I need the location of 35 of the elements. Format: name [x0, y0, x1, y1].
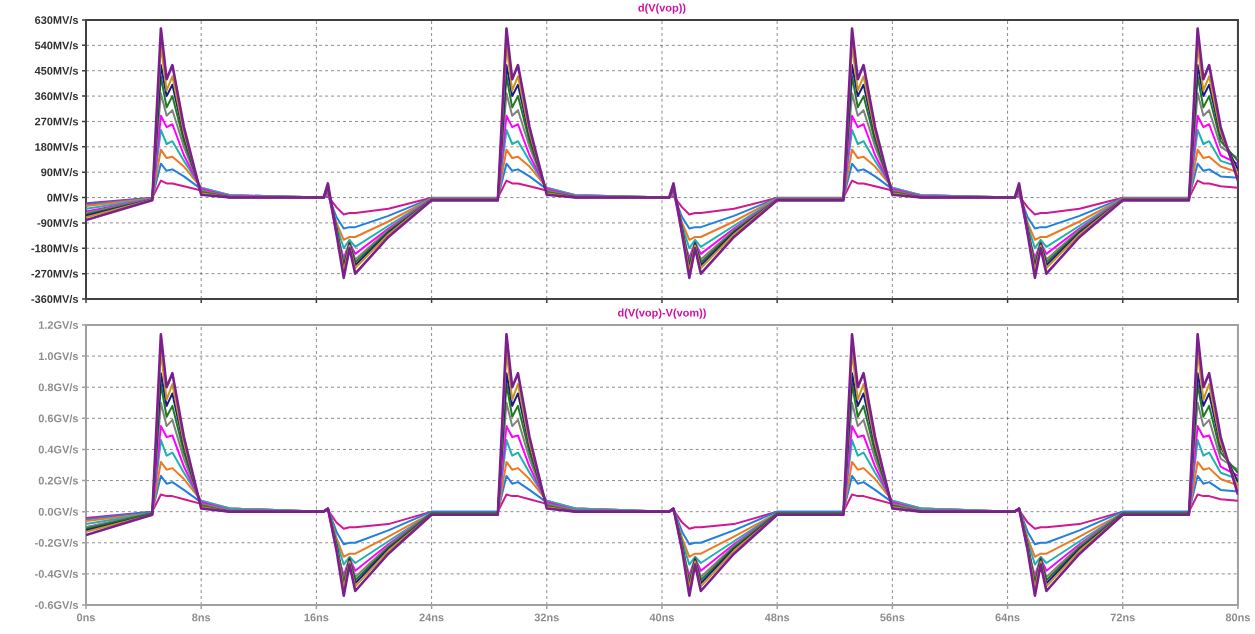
y-tick-label: -270MV/s	[31, 269, 79, 278]
y-tick-label: 180MV/s	[35, 142, 79, 151]
y-tick-label: 0MV/s	[47, 193, 79, 202]
x-tick-label: 0ns	[77, 613, 95, 622]
y-tick-label: -90MV/s	[37, 218, 79, 227]
chart-title: d(V(vop))	[638, 3, 686, 14]
y-tick-label: 450MV/s	[34, 66, 79, 75]
x-tick-label: 16ns	[304, 613, 329, 622]
y-tick-label: 0.2GV/s	[38, 476, 79, 485]
x-tick-label: 56ns	[880, 613, 905, 622]
y-tick-label: -180MV/s	[31, 244, 79, 253]
x-tick-label: 64ns	[995, 613, 1020, 622]
y-tick-label: 270MV/s	[34, 117, 79, 126]
y-tick-label: 0.4GV/s	[38, 445, 79, 454]
y-tick-label: 630MV/s	[35, 15, 79, 25]
y-tick-label: -0.2GV/s	[35, 538, 79, 547]
x-tick-label: 24ns	[419, 613, 444, 622]
x-tick-label: 72ns	[1110, 613, 1135, 622]
x-tick-label: 32ns	[534, 613, 559, 622]
y-tick-label: 1.0GV/s	[38, 352, 79, 361]
y-tick-label: -360MV/s	[31, 294, 79, 304]
y-tick-label: 1.2GV/s	[38, 320, 79, 330]
y-tick-label: -0.4GV/s	[35, 569, 79, 578]
y-tick-label: -0.6GV/s	[35, 600, 79, 610]
chart-title: d(V(vop)-V(vom))	[617, 308, 706, 319]
y-tick-label: 0.0GV/s	[38, 507, 79, 516]
y-tick-label: 360MV/s	[34, 92, 79, 101]
x-tick-label: 8ns	[192, 613, 211, 622]
x-tick-label: 40ns	[649, 613, 675, 622]
y-tick-label: 90MV/s	[41, 168, 79, 177]
y-tick-label: 0.8GV/s	[38, 383, 79, 392]
x-tick-label: 48ns	[764, 613, 790, 622]
y-tick-label: 540MV/s	[34, 41, 79, 50]
x-tick-label: 80ns	[1225, 613, 1250, 622]
y-tick-label: 0.6GV/s	[38, 414, 79, 423]
